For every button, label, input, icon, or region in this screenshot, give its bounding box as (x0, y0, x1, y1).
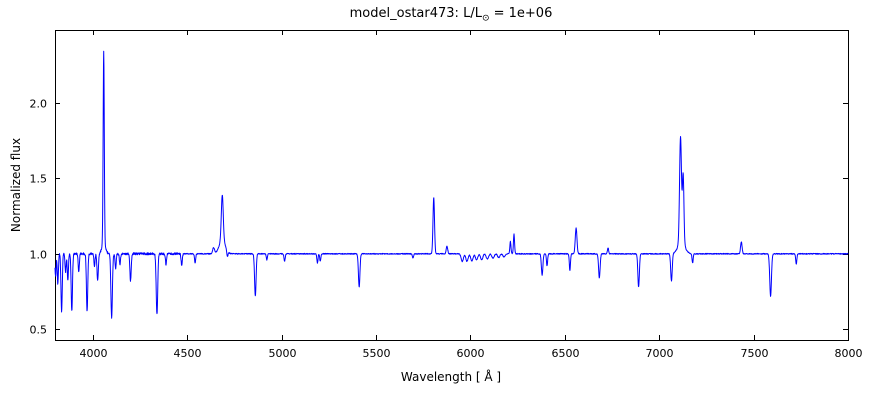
sun-symbol: ⊙ (481, 13, 490, 24)
y-tick-label: 1.0 (30, 249, 48, 262)
x-tick-label: 5000 (269, 347, 297, 360)
x-tick-label: 6500 (552, 347, 580, 360)
spectrum-line (54, 50, 849, 319)
x-tick-label: 7000 (646, 347, 674, 360)
chart-title: model_ostar473: L/L⊙ = 1e+06 (350, 6, 553, 24)
x-axis-ticks: 4000 4500 5000 5500 6000 6500 7000 7500 8000 (80, 30, 863, 360)
x-tick-label: 7500 (741, 347, 769, 360)
chart-title-suffix: = 1e+06 (489, 6, 553, 21)
x-tick-label: 4500 (174, 347, 202, 360)
x-axis-label: Wavelength [ Å ] (400, 370, 502, 384)
chart-title-text: model_ostar473: L/L (349, 6, 482, 21)
plot-border (55, 30, 849, 341)
y-tick-label: 2.0 (30, 98, 48, 111)
x-tick-label: 4000 (80, 347, 108, 360)
y-tick-label: 1.5 (30, 173, 48, 186)
x-tick-label: 8000 (835, 347, 863, 360)
y-axis-label: Normalized flux (9, 137, 23, 233)
x-tick-label: 5500 (363, 347, 391, 360)
y-tick-label: 0.5 (30, 324, 48, 337)
x-tick-label: 6000 (457, 347, 485, 360)
